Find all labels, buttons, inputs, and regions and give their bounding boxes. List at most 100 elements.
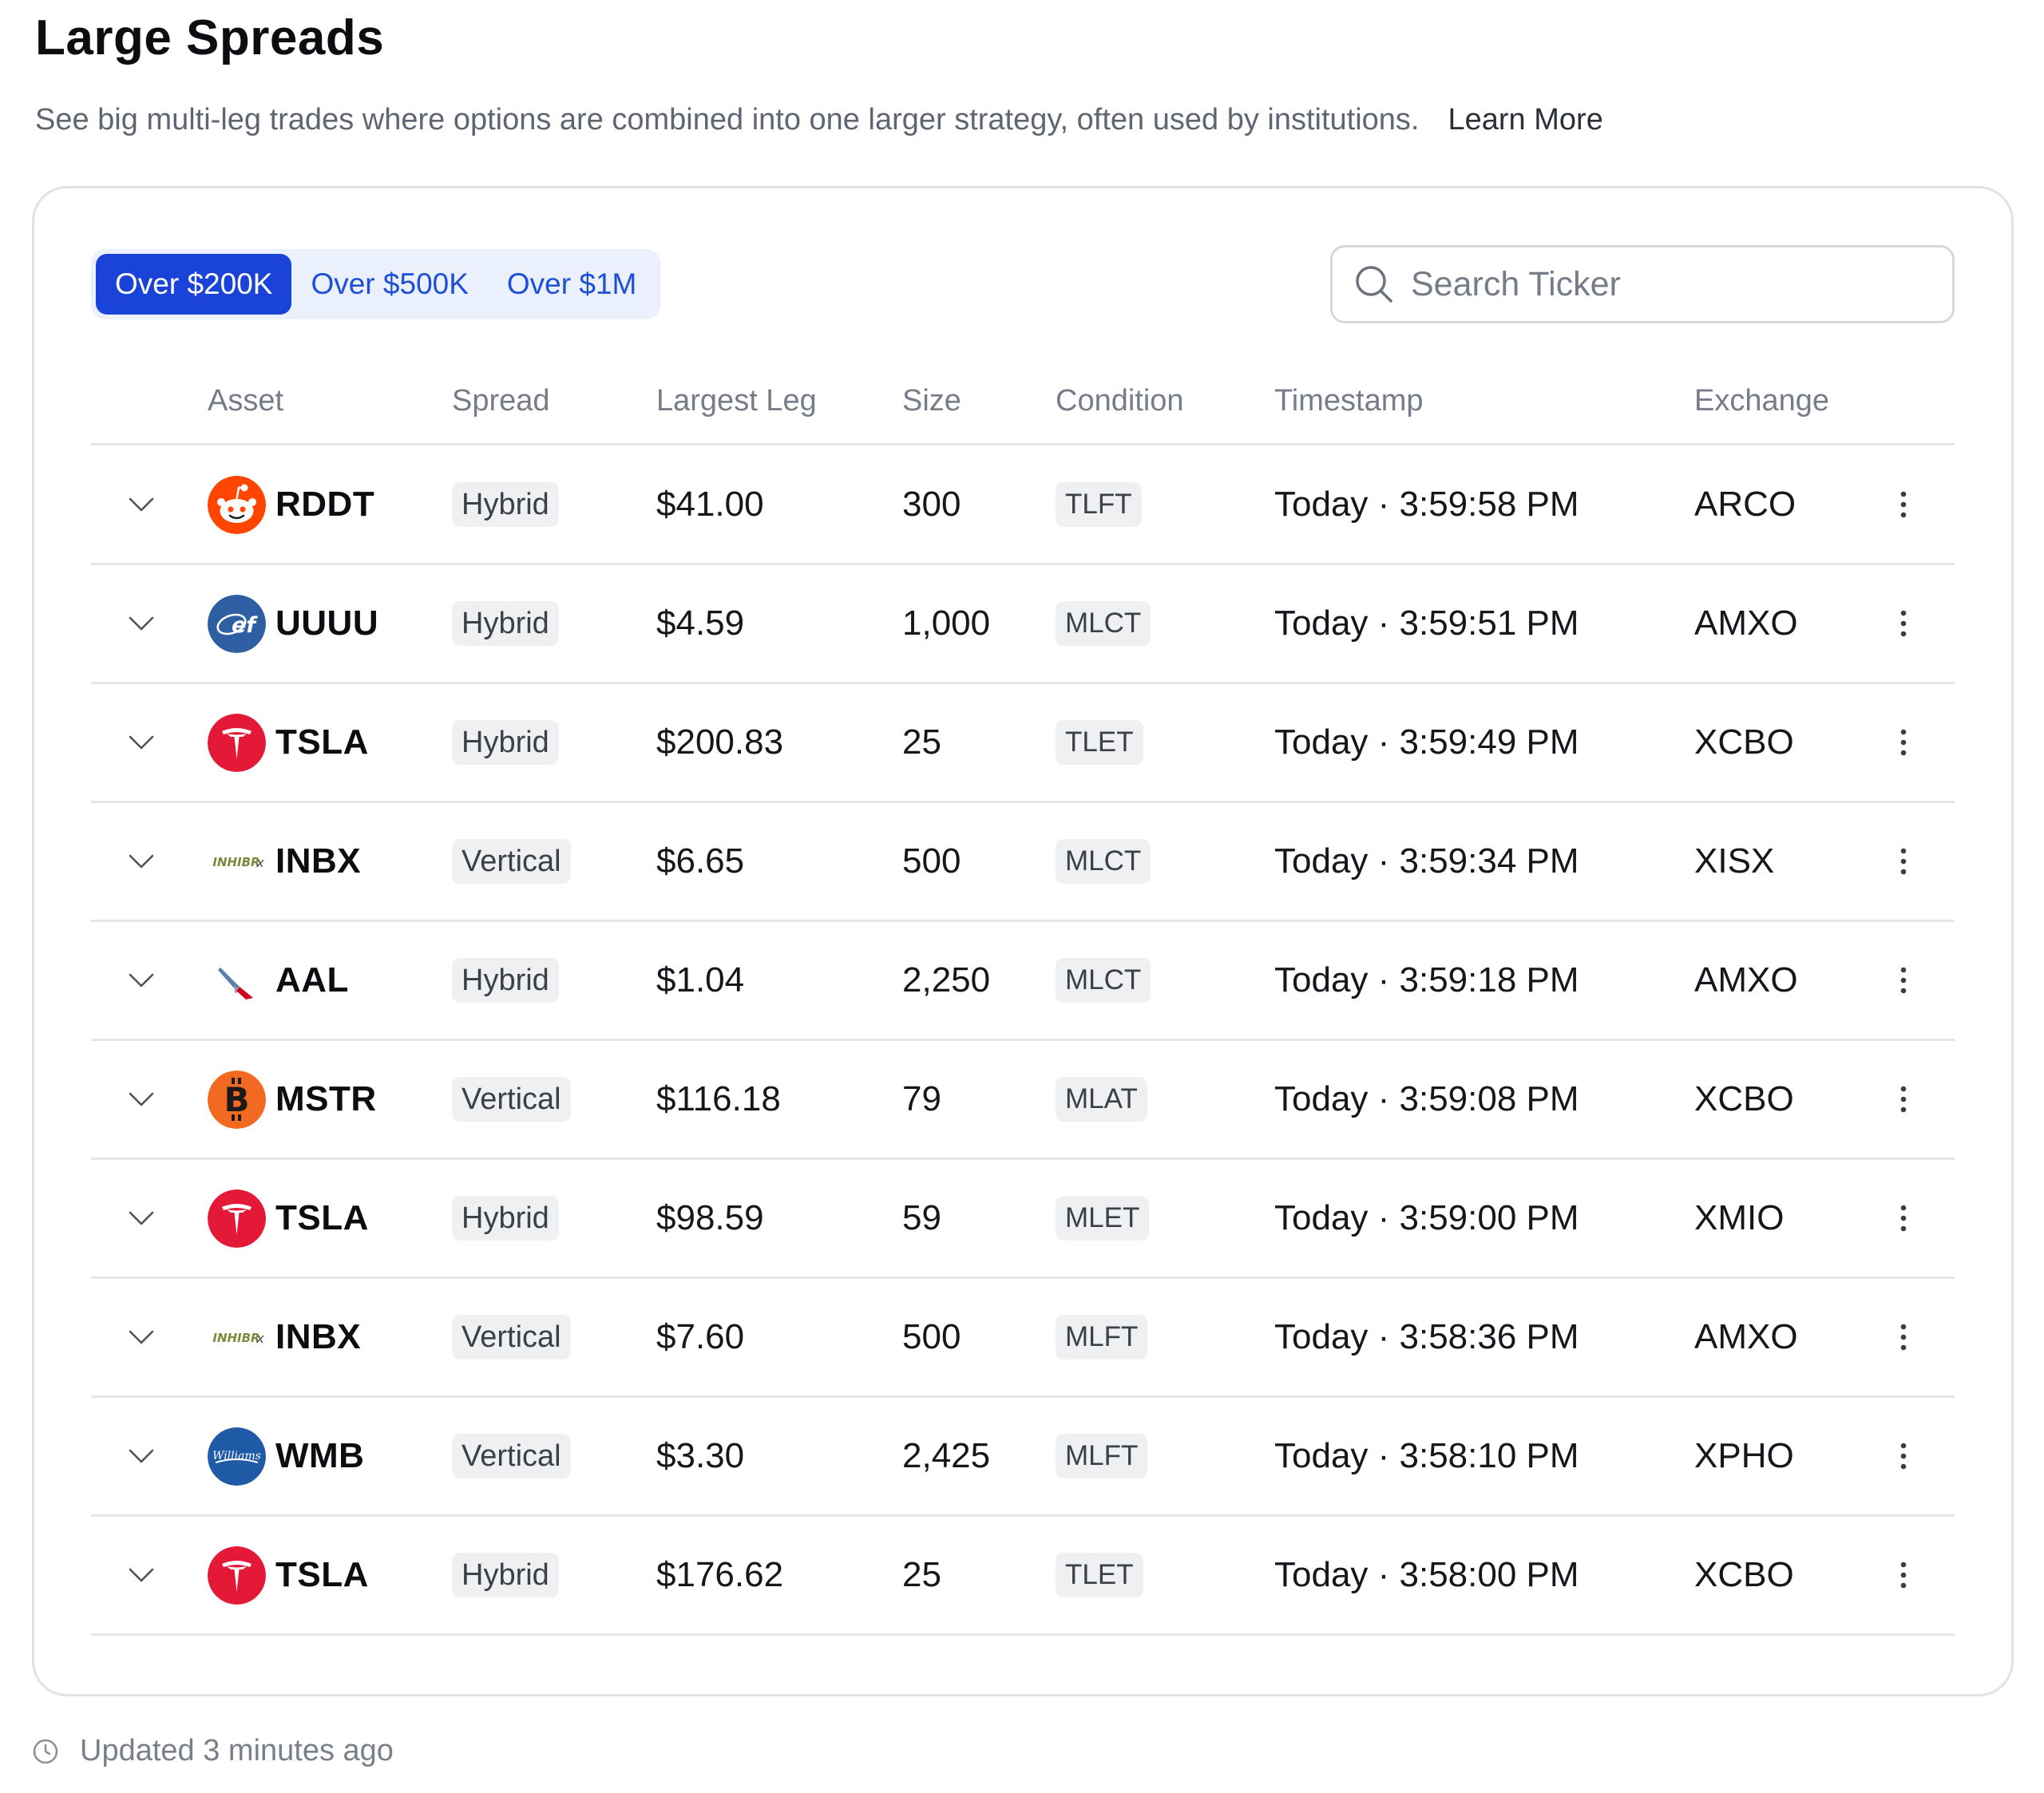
row-menu-button[interactable]	[1880, 1517, 1927, 1633]
search-icon	[1356, 266, 1392, 303]
table-row[interactable]: Williams WMB Vertical $3.30 2,425 MLFT Today ·…	[91, 1398, 1955, 1517]
search-box[interactable]	[1330, 245, 1955, 323]
column-header-largest-leg[interactable]: Largest Leg	[656, 384, 817, 418]
row-menu-button[interactable]	[1880, 803, 1927, 920]
row-menu-button[interactable]	[1880, 446, 1927, 563]
filter-over-500k-button[interactable]: Over $500K	[311, 267, 469, 300]
row-menu-button[interactable]	[1880, 1160, 1927, 1276]
table-row[interactable]: INHIBR x INBX Vertical $7.60 500 MLFT Today · 3…	[91, 1279, 1955, 1398]
exchange-cell: ARCO	[1694, 485, 1796, 524]
more-options-icon	[1900, 1324, 1907, 1351]
asset-cell: TSLA	[208, 1160, 369, 1276]
expand-row-button[interactable]	[121, 1160, 161, 1276]
timestamp-cell: Today · 3:59:49 PM	[1274, 722, 1579, 762]
row-menu-button[interactable]	[1880, 1398, 1927, 1514]
spread-cell: Vertical	[452, 1398, 571, 1514]
ticker-symbol[interactable]: WMB	[275, 1436, 365, 1475]
spread-badge: Hybrid	[452, 1553, 559, 1597]
spread-badge: Vertical	[452, 839, 571, 884]
condition-badge: MLCT	[1056, 839, 1151, 884]
chevron-down-icon	[129, 1330, 154, 1344]
ticker-symbol[interactable]: TSLA	[275, 722, 369, 762]
row-menu-button[interactable]	[1880, 565, 1927, 682]
expand-row-button[interactable]	[121, 565, 161, 682]
largest-leg-cell: $6.65	[656, 841, 745, 881]
ticker-symbol[interactable]: TSLA	[275, 1198, 369, 1237]
inhibrx-logo-icon: INHIBR x	[208, 1308, 266, 1367]
row-menu-button[interactable]	[1880, 922, 1927, 1039]
page-subtitle: See big multi-leg trades where options a…	[35, 97, 1603, 142]
table-row[interactable]: RDDT Hybrid $41.00 300 TLFT Today · 3:59:58 P…	[91, 446, 1955, 565]
column-header-timestamp[interactable]: Timestamp	[1274, 384, 1424, 418]
size-cell: 59	[902, 1198, 941, 1237]
more-options-icon	[1900, 1561, 1907, 1589]
chevron-down-icon	[129, 497, 154, 512]
condition-cell: MLAT	[1056, 1041, 1147, 1158]
expand-row-button[interactable]	[121, 1398, 161, 1514]
ticker-symbol[interactable]: RDDT	[275, 485, 375, 524]
spreads-card	[32, 186, 2014, 1696]
column-header-size[interactable]: Size	[902, 384, 961, 418]
expand-row-button[interactable]	[121, 446, 161, 563]
exchange-cell: AMXO	[1694, 1317, 1798, 1356]
timestamp-cell: Today · 3:59:34 PM	[1274, 841, 1579, 881]
row-menu-button[interactable]	[1880, 684, 1927, 801]
table-row[interactable]: B MSTR Vertical $116.18 79 MLAT Today · 3:59:0…	[91, 1041, 1955, 1160]
condition-cell: TLET	[1056, 684, 1143, 801]
exchange-cell: XCBO	[1694, 722, 1794, 762]
row-menu-button[interactable]	[1880, 1279, 1927, 1395]
svg-text:x: x	[256, 855, 264, 870]
condition-cell: MLFT	[1056, 1279, 1148, 1395]
table-row[interactable]: TSLA Hybrid $200.83 25 TLET Today · 3:59:49 P…	[91, 684, 1955, 803]
table-row[interactable]: TSLA Hybrid $98.59 59 MLET Today · 3:59:00 PM…	[91, 1160, 1955, 1279]
ticker-symbol[interactable]: MSTR	[275, 1079, 377, 1118]
asset-cell: INHIBR x INBX	[208, 1279, 361, 1395]
exchange-cell: XCBO	[1694, 1079, 1794, 1118]
exchange-cell: XPHO	[1694, 1436, 1794, 1475]
column-header-condition[interactable]: Condition	[1056, 384, 1184, 418]
chevron-down-icon	[129, 735, 154, 750]
largest-leg-cell: $7.60	[656, 1317, 745, 1356]
largest-leg-cell: $116.18	[656, 1079, 781, 1118]
expand-row-button[interactable]	[121, 684, 161, 801]
expand-row-button[interactable]	[121, 803, 161, 920]
column-header-asset[interactable]: Asset	[208, 384, 284, 418]
timestamp-cell: Today · 3:58:36 PM	[1274, 1317, 1579, 1356]
learn-more-link[interactable]: Learn More	[1448, 103, 1603, 137]
bitcoin-logo-icon: B	[208, 1070, 266, 1129]
ticker-symbol[interactable]: INBX	[275, 1317, 362, 1356]
chevron-down-icon	[129, 1092, 154, 1106]
table-row[interactable]: INHIBR x INBX Vertical $6.65 500 MLCT Today · 3…	[91, 803, 1955, 922]
table-row[interactable]: TSLA Hybrid $176.62 25 TLET Today · 3:58:00 P…	[91, 1517, 1955, 1636]
ticker-symbol[interactable]: INBX	[275, 841, 362, 881]
largest-leg-cell: $3.30	[656, 1436, 745, 1475]
chevron-down-icon	[129, 973, 154, 988]
ticker-symbol[interactable]: UUUU	[275, 604, 379, 643]
column-header-exchange[interactable]: Exchange	[1694, 384, 1830, 418]
timestamp-cell: Today · 3:58:00 PM	[1274, 1555, 1579, 1594]
asset-cell: B MSTR	[208, 1041, 377, 1158]
spread-badge: Hybrid	[452, 482, 559, 527]
exchange-cell: AMXO	[1694, 604, 1798, 643]
filter-over-200k-button[interactable]: Over $200K	[96, 254, 292, 315]
timestamp-cell: Today · 3:59:58 PM	[1274, 485, 1579, 524]
spread-badge: Hybrid	[452, 958, 559, 1003]
expand-row-button[interactable]	[121, 1041, 161, 1158]
ticker-symbol[interactable]: TSLA	[275, 1555, 369, 1594]
row-menu-button[interactable]	[1880, 1041, 1927, 1158]
table-row[interactable]: ef UUUU Hybrid $4.59 1,000 MLCT Today · 3:59:5…	[91, 565, 1955, 684]
expand-row-button[interactable]	[121, 1517, 161, 1633]
size-cell: 300	[902, 485, 961, 524]
filter-over-1m-button[interactable]: Over $1M	[506, 267, 637, 300]
spread-cell: Hybrid	[452, 1517, 559, 1633]
largest-leg-cell: $4.59	[656, 604, 745, 643]
expand-row-button[interactable]	[121, 1279, 161, 1395]
column-header-spread[interactable]: Spread	[452, 384, 550, 418]
search-ticker-input[interactable]	[1411, 264, 1922, 304]
timestamp-cell: Today · 3:59:51 PM	[1274, 604, 1579, 643]
ticker-symbol[interactable]: AAL	[275, 960, 349, 999]
exchange-cell: XCBO	[1694, 1555, 1794, 1594]
table-row[interactable]: AAL Hybrid $1.04 2,250 MLCT Today · 3:59:18 P…	[91, 922, 1955, 1041]
expand-row-button[interactable]	[121, 922, 161, 1039]
